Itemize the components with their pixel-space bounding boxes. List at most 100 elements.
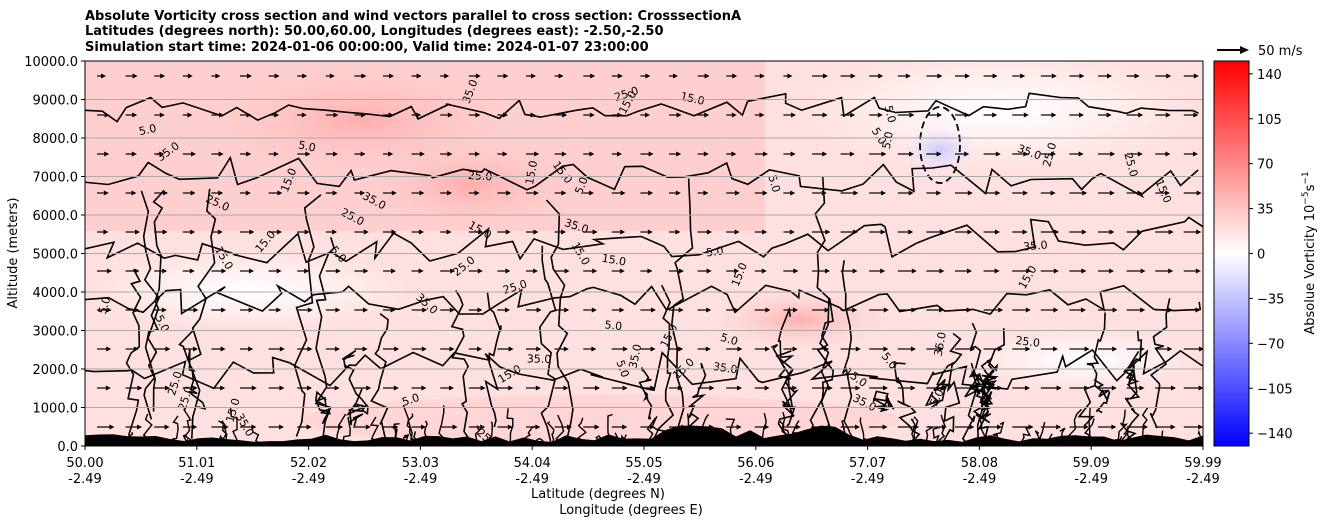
wind-vector-arrow <box>1012 73 1026 79</box>
contour-label: 5.0 <box>400 391 421 409</box>
contour-line <box>140 190 160 420</box>
wind-vector-arrow <box>383 229 397 235</box>
wind-vector-arrow <box>869 385 888 391</box>
wind-vector-arrow <box>812 268 830 274</box>
wind-vector-arrow <box>440 73 450 79</box>
wind-vector-arrow <box>1040 229 1060 235</box>
contour-line <box>85 348 1203 392</box>
contour-line <box>538 245 557 444</box>
wind-vector-arrow <box>669 424 687 430</box>
wind-vector-arrow <box>897 307 917 313</box>
wind-vector-arrow <box>240 112 252 118</box>
wind-vector-arrow <box>440 268 456 274</box>
x-tick-latitude: 56.06 <box>737 456 774 471</box>
wind-vector-arrow <box>754 424 770 430</box>
contour-line <box>859 417 867 446</box>
wind-vector-arrow <box>154 307 167 313</box>
x-tick-latitude: 53.03 <box>402 456 439 471</box>
wind-vector-arrow <box>1098 307 1118 313</box>
colorbar-tick-label: 35 <box>1257 203 1274 218</box>
wind-vector-arrow <box>897 346 916 352</box>
wind-vector-arrow <box>583 112 595 118</box>
wind-vector-arrow <box>182 346 198 352</box>
wind-vector-arrow <box>869 307 889 313</box>
wind-vector-arrow <box>125 112 138 118</box>
wind-vector-arrow <box>783 190 796 196</box>
wind-vector-arrow <box>354 151 366 157</box>
wind-vector-arrow <box>268 112 280 118</box>
x-axis-label-latitude: Latitude (degrees N) <box>531 487 665 502</box>
contour-line <box>938 414 946 446</box>
quiver-key: 50 m/s <box>1217 44 1303 59</box>
wind-vector-arrow <box>554 151 567 157</box>
wind-vector-arrow <box>211 385 226 391</box>
wind-vector-arrow <box>1069 73 1085 79</box>
wind-vector-arrow <box>840 346 861 352</box>
wind-vector-arrow <box>268 385 285 391</box>
wind-vector-arrow <box>1040 268 1059 274</box>
wind-vector-arrow <box>783 112 796 118</box>
wind-vector-arrow <box>1012 424 1034 430</box>
wind-vector-arrow <box>869 73 884 79</box>
wind-vector-arrow <box>1155 268 1174 274</box>
wind-vector-arrow <box>783 346 798 352</box>
colorbar: 140 105 70 35 0 −35 −70 −105 −140 <box>1213 60 1293 447</box>
wind-vector-arrow <box>754 112 765 118</box>
wind-vector-arrow <box>983 190 1001 196</box>
wind-vector-arrow <box>669 151 682 157</box>
wind-vector-arrow <box>240 424 257 430</box>
y-tick-label: 8000.0 <box>33 132 79 147</box>
wind-vector-arrow <box>1069 229 1087 235</box>
wind-vector-arrow <box>1012 385 1030 391</box>
wind-vector-arrow <box>325 112 339 118</box>
wind-vector-arrow <box>726 385 742 391</box>
wind-vector-arrow <box>411 229 424 235</box>
wind-vector-arrow <box>354 307 368 313</box>
contour-line <box>961 322 982 442</box>
wind-vector-arrow <box>955 346 976 352</box>
y-tick-label: 10000.0 <box>24 55 78 70</box>
wind-vector-arrow <box>726 151 737 157</box>
wind-vector-arrow <box>354 112 366 118</box>
x-tick-latitude: 52.02 <box>290 456 327 471</box>
wind-vector-arrow <box>783 229 795 235</box>
contour-line <box>872 390 895 413</box>
x-tick-longitude: -2.49 <box>963 472 997 487</box>
wind-vector-arrow <box>125 151 137 157</box>
wind-vector-arrow <box>554 346 569 352</box>
wind-vector-arrow <box>125 307 140 313</box>
wind-vector-arrow <box>497 268 511 274</box>
colorbar-label: Absolue Vorticity 10−5s−1 <box>1301 171 1318 334</box>
wind-vector-arrow <box>611 112 623 118</box>
wind-vector-arrow <box>97 268 112 274</box>
contour-line <box>806 298 835 444</box>
wind-vector-arrow <box>726 229 740 235</box>
y-tick-label: 7000.0 <box>33 171 79 186</box>
wind-vector-arrow <box>526 346 542 352</box>
x-tick-longitude: -2.49 <box>68 472 102 487</box>
wind-vector-arrow <box>211 190 224 196</box>
wind-vector-arrow <box>154 424 170 430</box>
wind-vector-arrow <box>869 229 886 235</box>
wind-vector-arrow <box>182 151 196 157</box>
wind-vector-arrow <box>1126 424 1148 430</box>
wind-vector-arrow <box>783 307 798 313</box>
wind-vector-arrow <box>411 307 428 313</box>
wind-vector-arrow <box>526 385 541 391</box>
wind-vector-arrow <box>297 190 310 196</box>
wind-vector-arrow <box>182 229 196 235</box>
wind-vector-arrow <box>669 307 684 313</box>
colorbar-tick-label: −105 <box>1257 382 1293 397</box>
wind-vector-arrow <box>812 112 828 118</box>
wind-vector-arrow <box>1040 385 1062 391</box>
wind-vector-arrow <box>1040 73 1057 79</box>
x-tick-longitude: -2.49 <box>404 472 438 487</box>
wind-vector-arrow <box>611 307 625 313</box>
wind-vector-arrow <box>1155 112 1171 118</box>
wind-vector-arrow <box>182 307 199 313</box>
wind-vector-arrow <box>869 151 887 157</box>
wind-vector-arrow <box>754 73 765 79</box>
y-tick-label: 6000.0 <box>33 209 79 224</box>
wind-vector-arrow <box>97 346 112 352</box>
wind-vector-arrow <box>325 346 340 352</box>
